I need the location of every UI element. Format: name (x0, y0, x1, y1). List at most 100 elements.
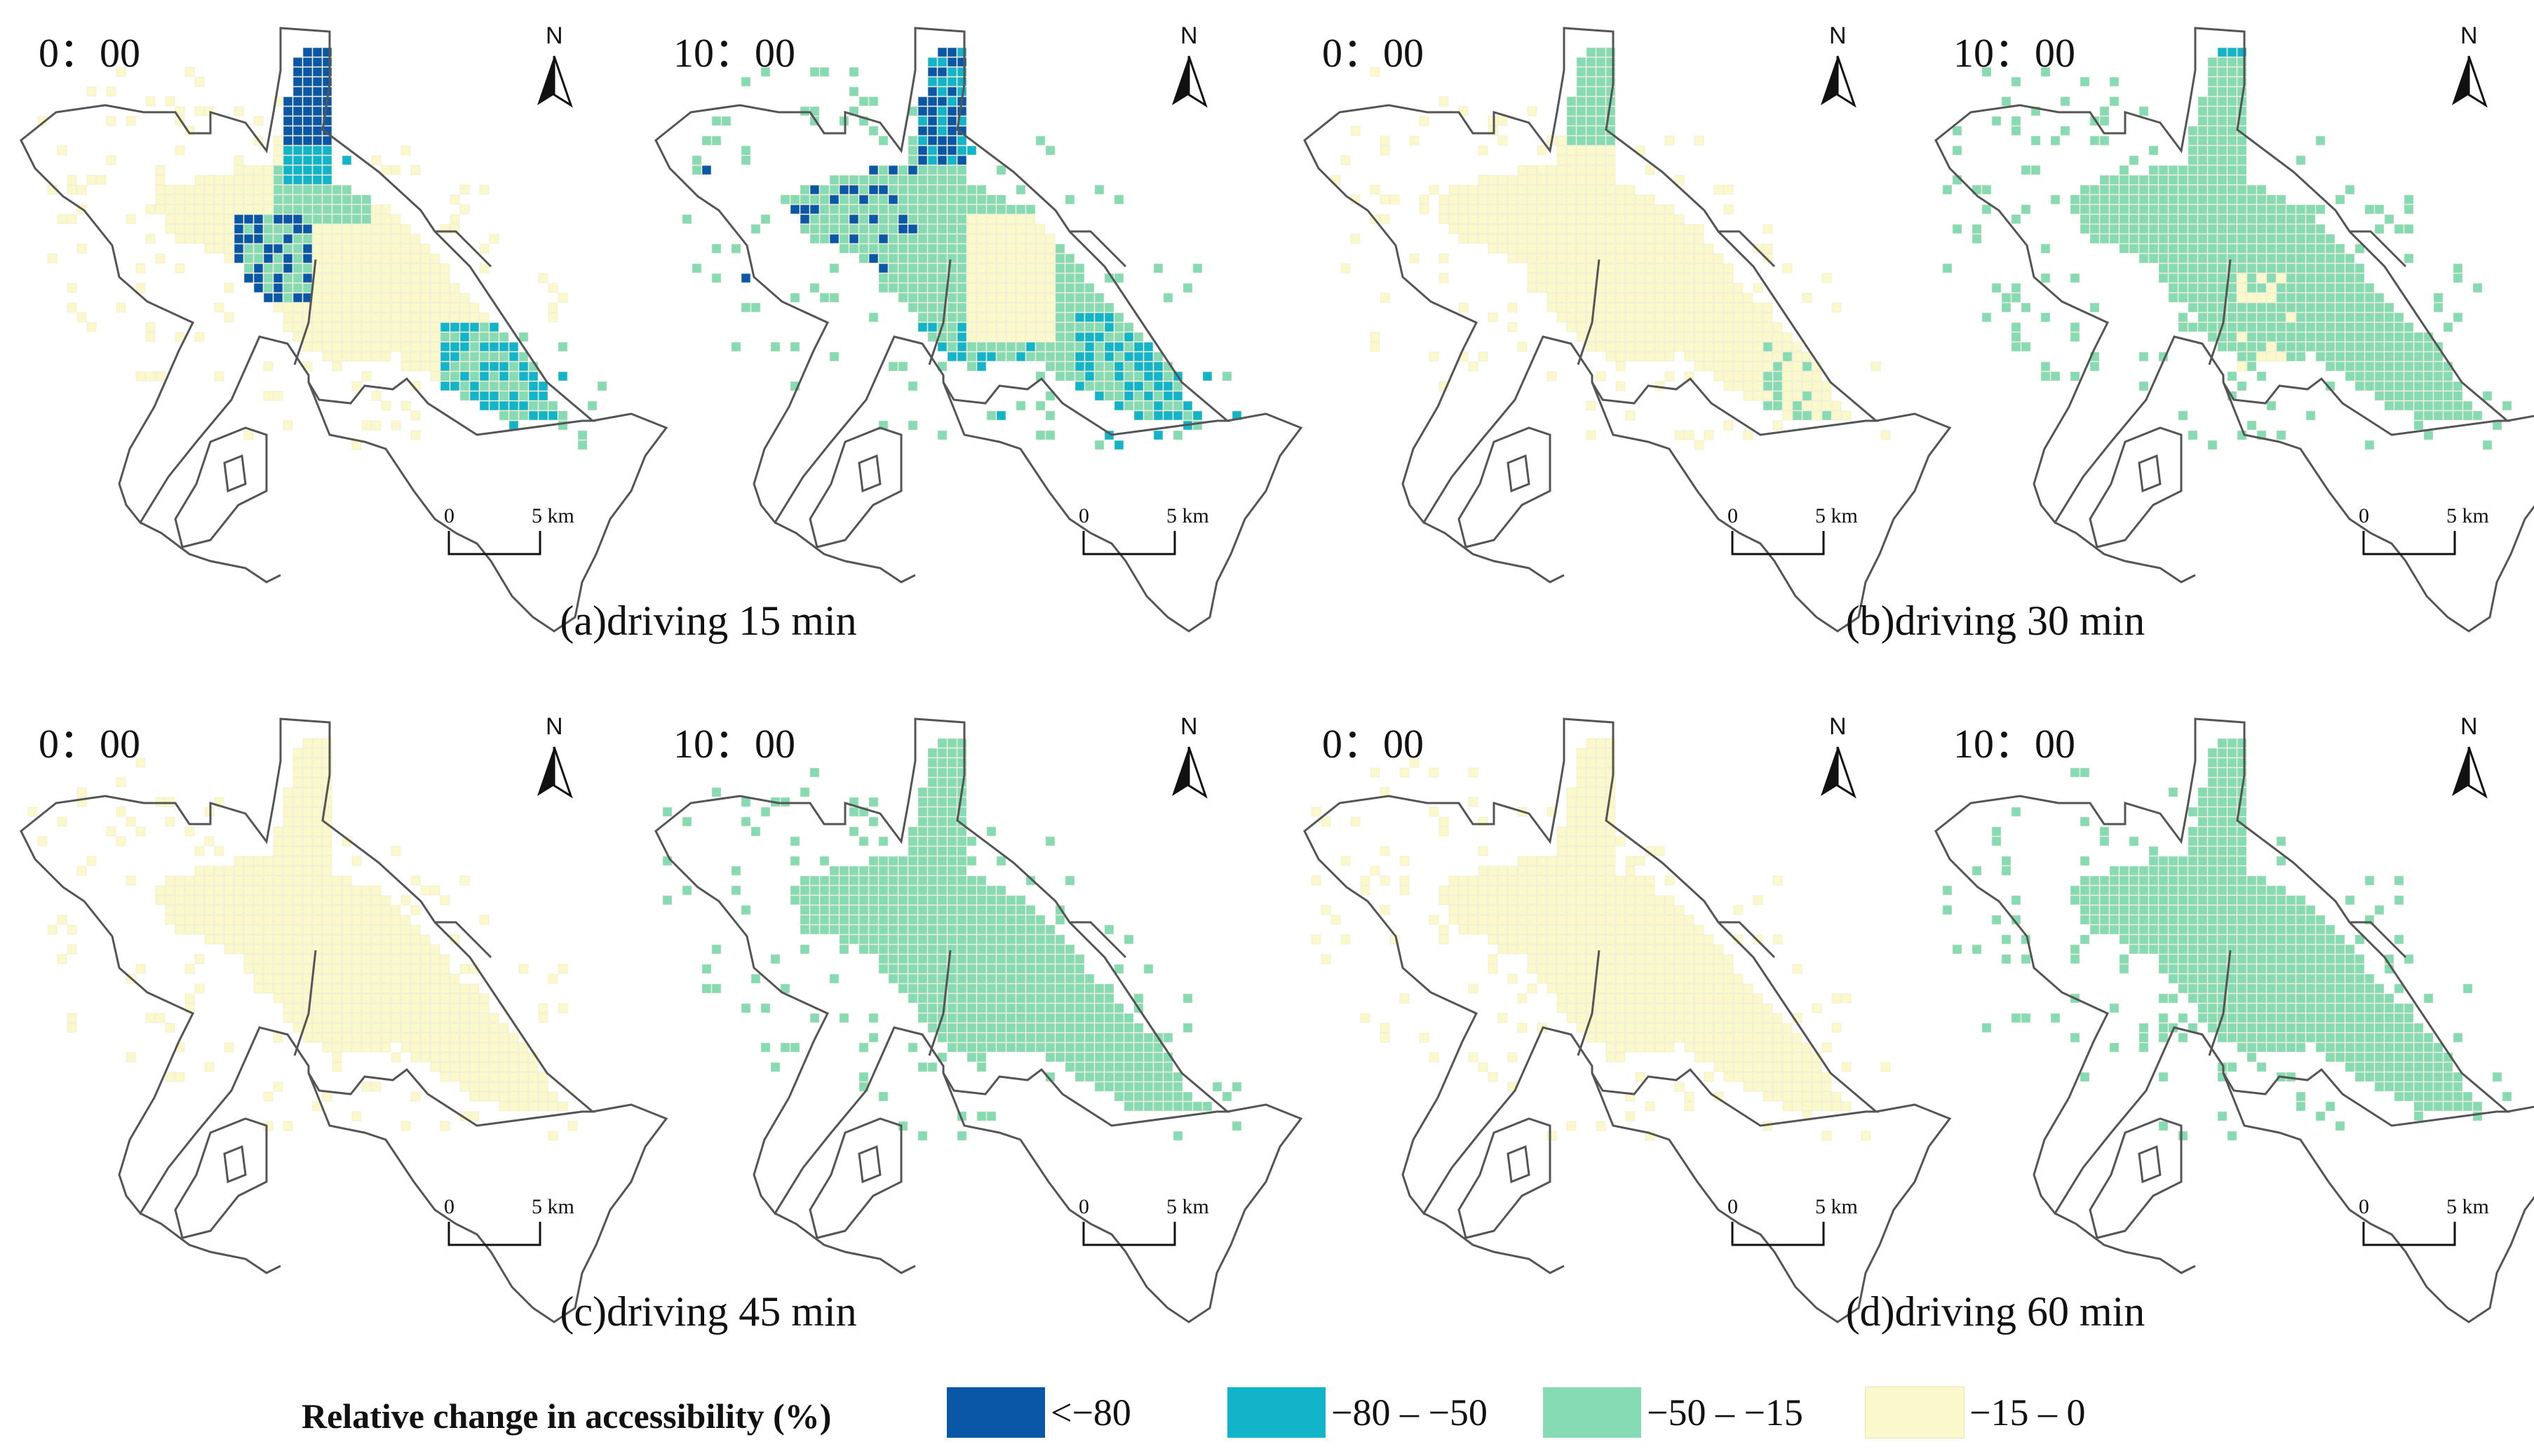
grid-cell (371, 1032, 382, 1043)
grid-cell (937, 145, 948, 156)
grid-cell (1704, 263, 1714, 274)
grid-cell (400, 312, 411, 323)
grid-cell (1605, 204, 1616, 215)
grid-cell (1615, 234, 1626, 244)
grid-cell (332, 885, 342, 896)
grid-cell (888, 924, 898, 935)
grid-cell (957, 322, 967, 332)
grid-cell (858, 96, 869, 107)
grid-cell (947, 757, 957, 768)
grid-cell (819, 292, 830, 303)
grid-cell (1133, 1052, 1144, 1063)
grid-cell (966, 342, 977, 352)
grid-cell (508, 1101, 519, 1112)
grid-cell (312, 224, 323, 234)
grid-cell (1635, 1023, 1645, 1033)
grid-cell (1772, 1023, 1783, 1033)
grid-cell (898, 895, 908, 905)
grid-cell (332, 342, 342, 352)
grid-cell (1772, 371, 1783, 382)
grid-cell (391, 253, 401, 264)
grid-cell (1114, 322, 1124, 332)
grid-cell (809, 905, 820, 915)
grid-cell (1704, 342, 1714, 352)
grid-cell (868, 214, 879, 224)
grid-cell (2227, 342, 2237, 352)
grid-cell (1576, 885, 1586, 896)
grid-cell (332, 283, 342, 293)
grid-cell (1576, 263, 1586, 274)
grid-cell (2099, 895, 2110, 905)
grid-cell (1566, 865, 1577, 876)
grid-cell (2286, 1013, 2296, 1023)
grid-cell (508, 1042, 519, 1053)
grid-cell (2099, 184, 2110, 195)
grid-cell (966, 253, 977, 264)
grid-cell (1625, 924, 1636, 935)
grid-cell (711, 787, 722, 797)
grid-cell (1782, 1091, 1793, 1102)
grid-cell (1380, 905, 1390, 915)
grid-cell (1527, 934, 1537, 945)
grid-cell (283, 283, 293, 293)
grid-cell (2335, 993, 2345, 1004)
grid-cell (420, 273, 431, 283)
grid-cell (2070, 895, 2080, 905)
grid-cell (234, 194, 244, 205)
grid-cell (1733, 1062, 1744, 1072)
grid-cell (1792, 371, 1802, 382)
grid-cell (1596, 924, 1606, 935)
grid-cell (927, 964, 938, 974)
grid-cell (459, 1062, 470, 1072)
grid-cell (1576, 145, 1586, 156)
grid-cell (1831, 1091, 1842, 1102)
grid-cell (312, 797, 323, 807)
grid-cell (898, 964, 908, 974)
grid-cell (2266, 292, 2277, 303)
grid-cell (2305, 934, 2316, 945)
grid-cell (1065, 954, 1075, 964)
grid-cell (57, 214, 67, 224)
grid-cell (2168, 194, 2178, 205)
grid-cell (1517, 214, 1528, 224)
grid-cell (1763, 1072, 1773, 1082)
grid-cell (420, 342, 431, 352)
grid-cell (450, 1023, 460, 1033)
grid-cell (849, 214, 859, 224)
grid-cell (927, 767, 938, 778)
grid-cell (332, 973, 342, 984)
grid-cell (1517, 885, 1528, 896)
grid-cell (1605, 826, 1616, 837)
grid-cell (440, 381, 450, 391)
grid-cell (1605, 292, 1616, 303)
grid-cell (1478, 915, 1488, 925)
grid-cell (1596, 915, 1606, 925)
grid-cell (342, 292, 352, 303)
grid-cell (469, 332, 480, 342)
grid-cell (381, 400, 391, 411)
grid-cell (243, 924, 254, 935)
grid-cell (908, 973, 918, 984)
grid-cell (518, 391, 529, 401)
grid-cell (2335, 1013, 2345, 1023)
grid-cell (312, 204, 323, 215)
grid-cell (508, 400, 519, 411)
grid-cell (283, 885, 293, 896)
grid-cell (1055, 1032, 1065, 1043)
grid-cell (400, 302, 411, 313)
grid-cell (1065, 1023, 1075, 1033)
grid-cell (1537, 283, 1547, 293)
grid-cell (2246, 875, 2257, 886)
grid-cell (2345, 332, 2355, 342)
grid-cell (1074, 322, 1085, 332)
grid-cell (1605, 1023, 1616, 1033)
grid-cell (2315, 1013, 2326, 1023)
grid-cell (194, 194, 205, 205)
grid-cell (2089, 194, 2100, 205)
grid-cell (1792, 1032, 1802, 1043)
grid-cell (1566, 856, 1577, 866)
grid-cell (1566, 1003, 1577, 1013)
grid-cell (927, 243, 938, 254)
grid-cell (1664, 214, 1675, 224)
grid-cell (292, 165, 303, 175)
